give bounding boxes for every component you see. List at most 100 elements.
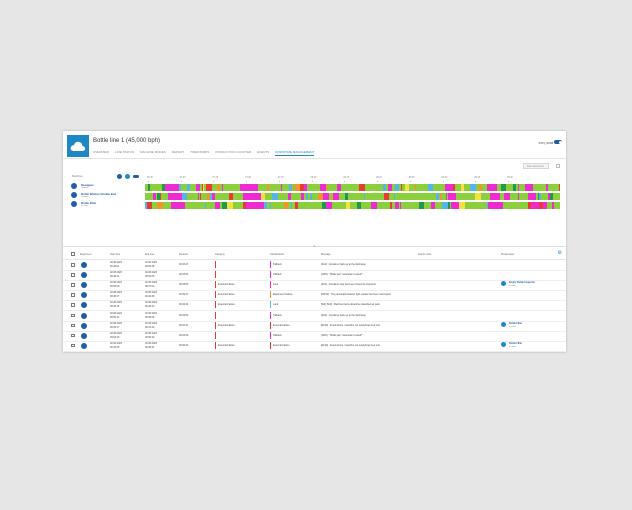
category[interactable]: External Failure xyxy=(218,283,235,287)
timeline-segment[interactable] xyxy=(504,193,510,200)
tab-report[interactable]: REPORT xyxy=(171,150,185,154)
timeline-segment[interactable] xyxy=(162,184,167,191)
timeline-segment[interactable] xyxy=(538,202,543,209)
timeline-segment[interactable] xyxy=(546,184,548,191)
timeline-segment[interactable] xyxy=(559,184,560,191)
column-header[interactable]: Predecessor xyxy=(501,253,515,256)
timeline-segment[interactable] xyxy=(310,193,312,200)
classification[interactable]: Lack xyxy=(273,303,279,307)
filter-icon[interactable] xyxy=(125,174,130,179)
predecessor-name[interactable]: Bottle Filler xyxy=(509,341,523,345)
classification[interactable]: External Failure xyxy=(273,323,290,327)
classification[interactable]: Tailback xyxy=(273,273,282,277)
timeline-segment[interactable] xyxy=(145,202,147,209)
timeline-segment[interactable] xyxy=(518,193,519,200)
timeline-segment[interactable] xyxy=(493,202,503,209)
timeline-segment[interactable] xyxy=(487,202,488,209)
select-all-checkbox[interactable] xyxy=(71,252,75,256)
timeline-segment[interactable] xyxy=(326,202,332,209)
machine-timeline[interactable] xyxy=(145,193,560,200)
timeline-segment[interactable] xyxy=(304,184,307,191)
timeline-segment[interactable] xyxy=(289,184,292,191)
timeline-segment[interactable] xyxy=(415,184,416,191)
timeline-toggle[interactable] xyxy=(133,175,139,178)
timeline-segment[interactable] xyxy=(301,193,304,200)
column-header[interactable]: Duration xyxy=(179,253,189,256)
timeline-segment[interactable] xyxy=(475,193,481,200)
timeline-segment[interactable] xyxy=(206,184,212,191)
timeline-segment[interactable] xyxy=(479,184,482,191)
timeline-segment[interactable] xyxy=(395,202,399,209)
timeline-segment[interactable] xyxy=(187,184,190,191)
timeline-segment[interactable] xyxy=(539,193,541,200)
classification[interactable]: External Failure xyxy=(273,343,290,347)
timeline-segment[interactable] xyxy=(345,193,348,200)
timeline-segment[interactable] xyxy=(157,193,160,200)
timeline-segment[interactable] xyxy=(264,202,267,209)
column-header[interactable]: Classification xyxy=(270,253,285,256)
timeline-segment[interactable] xyxy=(364,193,365,200)
machine-timeline[interactable] xyxy=(145,202,560,209)
timeline-segment[interactable] xyxy=(284,202,288,209)
timeline-segment[interactable] xyxy=(240,184,258,191)
timeline-segment[interactable] xyxy=(395,184,399,191)
timeline-segment[interactable] xyxy=(171,202,185,209)
timeline-segment[interactable] xyxy=(448,202,450,209)
timeline-segment[interactable] xyxy=(200,193,201,200)
predecessor-name[interactable]: Empty Bottle Inspector xyxy=(509,281,536,285)
splitter-handle[interactable]: ⇕ xyxy=(313,244,316,248)
tab-downtime-management[interactable]: DOWNTIME MANAGEMENT xyxy=(275,150,315,156)
table-row[interactable]: 02.08.2023 06:32:05 02.08.2023 06:38:44 00:0… xyxy=(63,341,566,352)
timeline-segment[interactable] xyxy=(270,202,271,209)
timeline-segment[interactable] xyxy=(501,184,506,191)
category[interactable]: External Failure xyxy=(218,303,235,307)
timeline-segment[interactable] xyxy=(243,202,247,209)
timeline-segment[interactable] xyxy=(281,184,282,191)
timeline-segment[interactable] xyxy=(260,193,265,200)
timeline-segment[interactable] xyxy=(548,193,550,200)
timeline-segment[interactable] xyxy=(488,202,493,209)
table-row[interactable]: 02.08.2023 06:46:15 02.08.2023 06:48:40 00:0… xyxy=(63,300,566,312)
timeline-segment[interactable] xyxy=(300,184,304,191)
timeline-segment[interactable] xyxy=(442,202,448,209)
timeline-segment[interactable] xyxy=(428,184,433,191)
timeline-segment[interactable] xyxy=(246,202,264,209)
timeline-segment[interactable] xyxy=(322,202,328,209)
expand-icon[interactable] xyxy=(556,164,560,168)
timeline-segment[interactable] xyxy=(383,184,386,191)
classification[interactable]: Tailback xyxy=(273,333,282,337)
column-header[interactable]: End time xyxy=(145,253,155,256)
tab-overview[interactable]: OVERVIEW xyxy=(93,150,110,154)
row-checkbox[interactable] xyxy=(71,293,75,297)
timeline-segment[interactable] xyxy=(327,184,328,191)
timeline-segment[interactable] xyxy=(215,202,220,209)
timeline-segment[interactable] xyxy=(394,193,395,200)
classification[interactable]: Tailback xyxy=(273,313,282,317)
timeline-segment[interactable] xyxy=(229,193,233,200)
timeline-segment[interactable] xyxy=(538,193,539,200)
timeline-segment[interactable] xyxy=(267,184,269,191)
predecessor-name[interactable]: Bottle Filler xyxy=(509,321,523,325)
settings-icon[interactable] xyxy=(117,174,122,179)
timeline-segment[interactable] xyxy=(448,193,456,200)
timeline-segment[interactable] xyxy=(272,193,278,200)
timeline-segment[interactable] xyxy=(550,193,553,200)
timeline-segment[interactable] xyxy=(227,202,233,209)
timeline-segment[interactable] xyxy=(487,184,497,191)
column-header[interactable]: Message xyxy=(321,253,331,256)
timeline-segment[interactable] xyxy=(288,193,291,200)
row-checkbox[interactable] xyxy=(71,333,75,338)
timeline-segment[interactable] xyxy=(333,193,339,200)
timeline-segment[interactable] xyxy=(181,193,187,200)
column-settings-icon[interactable]: ⚙ xyxy=(557,250,562,256)
timeline-segment[interactable] xyxy=(513,184,516,191)
table-row[interactable]: 02.08.2023 06:48:14 02.08.2023 06:52:05 00:0… xyxy=(63,270,566,282)
timeline-segment[interactable] xyxy=(291,202,292,209)
machine-timeline[interactable] xyxy=(145,184,560,191)
column-header[interactable]: Category xyxy=(215,253,225,256)
timeline-segment[interactable] xyxy=(461,184,464,191)
timeline-segment[interactable] xyxy=(419,202,424,209)
row-checkbox[interactable] xyxy=(71,273,75,277)
classification[interactable]: Equipment Failure xyxy=(273,293,293,297)
column-header[interactable]: Start time xyxy=(110,253,121,256)
